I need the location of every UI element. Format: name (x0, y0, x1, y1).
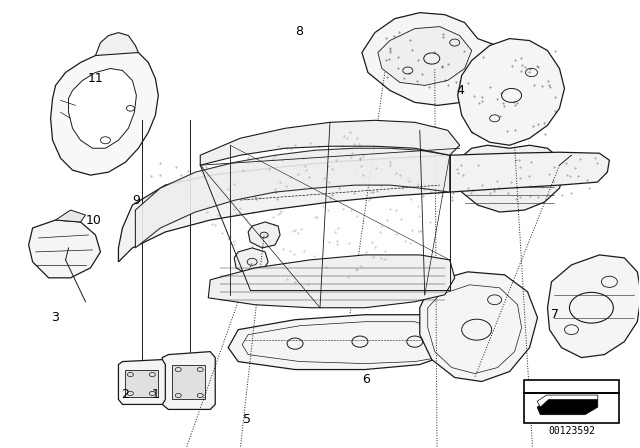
Polygon shape (163, 352, 215, 409)
Polygon shape (29, 220, 100, 278)
Polygon shape (234, 248, 268, 275)
Text: 10: 10 (86, 214, 102, 227)
Polygon shape (537, 400, 598, 415)
Polygon shape (537, 395, 598, 407)
Polygon shape (228, 314, 454, 370)
Text: 4: 4 (456, 84, 465, 97)
Polygon shape (172, 365, 205, 400)
Polygon shape (51, 48, 158, 175)
Polygon shape (420, 272, 538, 382)
Bar (524, 380, 619, 423)
Polygon shape (458, 39, 564, 145)
Polygon shape (118, 360, 165, 405)
Text: 11: 11 (87, 72, 103, 86)
Text: 3: 3 (51, 311, 59, 324)
Polygon shape (248, 222, 280, 248)
Polygon shape (208, 255, 454, 308)
Polygon shape (118, 152, 609, 262)
Text: 8: 8 (296, 25, 303, 38)
Polygon shape (125, 370, 158, 397)
Polygon shape (454, 145, 564, 212)
Polygon shape (95, 33, 138, 56)
Text: 9: 9 (132, 194, 140, 207)
Polygon shape (68, 69, 136, 148)
Text: 7: 7 (551, 308, 559, 321)
Polygon shape (200, 121, 460, 165)
Polygon shape (362, 13, 511, 105)
Polygon shape (378, 26, 472, 86)
Text: 6: 6 (362, 373, 370, 386)
Polygon shape (136, 148, 450, 248)
Polygon shape (56, 210, 86, 222)
Polygon shape (547, 255, 640, 358)
Text: 5: 5 (243, 413, 250, 426)
Text: 2: 2 (122, 388, 129, 401)
Text: 00123592: 00123592 (548, 426, 595, 436)
Text: 1: 1 (151, 388, 159, 401)
